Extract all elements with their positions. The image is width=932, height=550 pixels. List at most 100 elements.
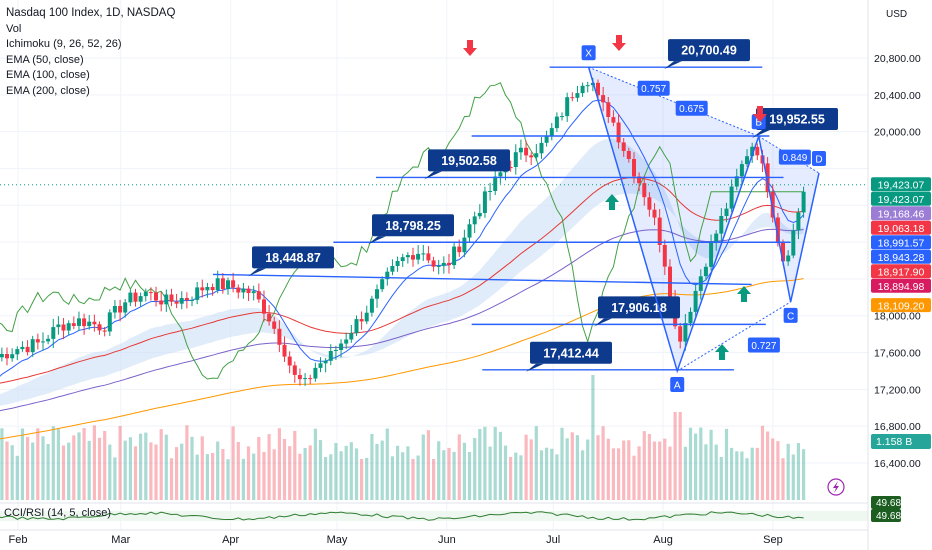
level-label-6: 17,412.44 bbox=[526, 341, 612, 372]
volume-bar bbox=[349, 442, 353, 500]
volume-bar bbox=[781, 458, 785, 500]
candle-body bbox=[436, 265, 441, 267]
volume-bar bbox=[313, 428, 317, 500]
volume-bar bbox=[149, 442, 153, 500]
candle-body bbox=[570, 97, 575, 99]
legend-ema-100[interactable]: EMA (100, close) bbox=[6, 69, 90, 81]
volume-bar bbox=[406, 446, 410, 500]
legend-vol[interactable]: Vol bbox=[6, 22, 22, 35]
volume-bar bbox=[760, 425, 765, 500]
volume-bar bbox=[766, 431, 770, 500]
candle-body bbox=[318, 363, 323, 368]
month-label-0: Feb bbox=[9, 534, 28, 546]
candle-body bbox=[164, 294, 169, 305]
candle-body bbox=[714, 233, 719, 243]
candle-body bbox=[313, 367, 318, 379]
volume-bar bbox=[714, 444, 718, 500]
candles bbox=[0, 77, 806, 386]
volume-bar bbox=[56, 429, 60, 500]
candle-body bbox=[452, 246, 457, 266]
volume-bar bbox=[82, 428, 86, 500]
candle-body bbox=[77, 318, 81, 326]
volume-bar bbox=[421, 434, 425, 500]
candle-body bbox=[107, 312, 112, 332]
volume-bar bbox=[298, 453, 302, 500]
candle-body bbox=[123, 302, 128, 313]
volume-bar bbox=[205, 454, 209, 500]
legend-ichimoku[interactable]: Ichimoku (9, 26, 52, 26) bbox=[6, 38, 122, 50]
pattern-point-label: B bbox=[755, 118, 762, 129]
volume-bars bbox=[0, 375, 806, 500]
legend-ema-50[interactable]: EMA (50, close) bbox=[6, 53, 84, 66]
buy-arrow-1 bbox=[605, 194, 619, 210]
candle-body bbox=[82, 318, 87, 327]
candle-body bbox=[431, 260, 436, 267]
volume-bar bbox=[663, 438, 667, 500]
candle-body bbox=[693, 290, 698, 312]
volume-bar bbox=[267, 434, 271, 500]
arrow-head bbox=[737, 286, 751, 294]
level-label-text: 17,412.44 bbox=[543, 346, 599, 360]
price-label-text: 18,109.20 bbox=[878, 300, 925, 312]
candle-body bbox=[621, 142, 626, 151]
level-label-text: 19,952.55 bbox=[769, 113, 825, 127]
volume-bar bbox=[411, 458, 415, 500]
candle-body bbox=[662, 245, 667, 267]
candle-body bbox=[380, 279, 385, 290]
candle-body bbox=[251, 291, 256, 294]
volume-bar bbox=[771, 438, 775, 500]
volume-bar bbox=[606, 438, 610, 500]
volume-bar bbox=[257, 437, 261, 500]
volume-value-text: 1.158 B bbox=[876, 436, 912, 448]
price-label-7: 18,894.98 bbox=[871, 278, 931, 293]
volume-bar bbox=[221, 449, 225, 500]
volume-bar bbox=[478, 429, 482, 500]
candle-body bbox=[241, 288, 246, 293]
volume-bar bbox=[452, 451, 456, 500]
candle-body bbox=[739, 164, 744, 177]
legend-ema-200[interactable]: EMA (200, close) bbox=[6, 84, 90, 97]
month-label-2: Apr bbox=[222, 534, 239, 546]
level-label-box bbox=[372, 214, 454, 237]
candle-body bbox=[359, 319, 364, 322]
volume-bar bbox=[169, 458, 174, 500]
candle-body bbox=[755, 146, 760, 156]
level-label-0: 20,700.49 bbox=[664, 39, 750, 70]
level-label-tail bbox=[368, 236, 386, 245]
level-label-4: 18,448.87 bbox=[248, 246, 334, 277]
lagging-span-line bbox=[0, 82, 804, 380]
candle-body bbox=[256, 291, 261, 300]
candle-body bbox=[46, 338, 51, 342]
candle-body bbox=[467, 224, 472, 238]
candle-body bbox=[112, 306, 117, 313]
pattern-point-label: C bbox=[787, 311, 794, 322]
volume-bar bbox=[652, 441, 657, 500]
pattern-point-a bbox=[670, 376, 685, 392]
candle-body bbox=[246, 288, 251, 294]
volume-bar bbox=[262, 451, 266, 500]
volume-bar bbox=[226, 459, 230, 500]
volume-bar bbox=[365, 457, 369, 500]
candle-body bbox=[97, 324, 102, 331]
volume-bar bbox=[514, 452, 518, 500]
rsi-pane-label[interactable]: CCI/RSI (14, 5, close) bbox=[4, 507, 111, 519]
price-label-5: 18,943.28 bbox=[871, 249, 931, 264]
volume-bar bbox=[354, 448, 359, 500]
volume-bar bbox=[329, 454, 333, 500]
arrow-shaft bbox=[741, 293, 747, 302]
month-label-5: Jul bbox=[546, 534, 560, 546]
rsi-pane bbox=[0, 502, 868, 531]
ichimoku-cloud bbox=[0, 138, 804, 406]
candle-body bbox=[801, 191, 806, 213]
level-label-box bbox=[668, 39, 750, 62]
price-label-1: 19,423.07 bbox=[871, 191, 931, 206]
volume-bar bbox=[10, 445, 14, 500]
volume-bar bbox=[236, 442, 240, 500]
volume-bar bbox=[185, 425, 189, 500]
ema-100-line bbox=[0, 228, 804, 412]
y-tick-label-0: 16,400.00 bbox=[874, 458, 921, 470]
currency-label[interactable]: USD bbox=[886, 9, 908, 20]
volume-bar bbox=[488, 446, 492, 500]
